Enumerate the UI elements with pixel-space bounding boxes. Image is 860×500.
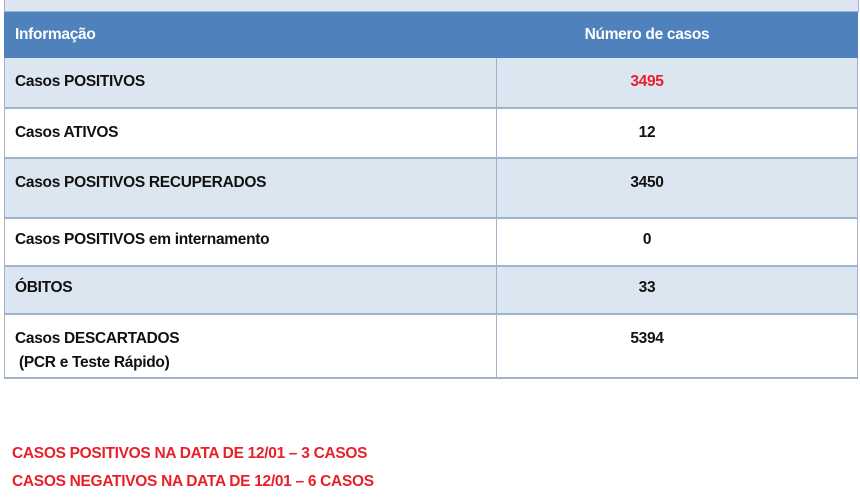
row-label: Casos ATIVOS xyxy=(4,108,497,159)
row-label: Casos POSITIVOS xyxy=(4,58,497,109)
row-value: 0 xyxy=(496,218,858,267)
table-row: Casos POSITIVOS 3495 xyxy=(4,58,858,109)
row-label-cell: Casos DESCARTADOS (PCR e Teste Rápido) xyxy=(4,314,497,379)
daily-notes: CASOS POSITIVOS NA DATA DE 12/01 – 3 CAS… xyxy=(12,440,374,496)
row-value: 33 xyxy=(496,266,858,315)
note-negative-cases: CASOS NEGATIVOS NA DATA DE 12/01 – 6 CAS… xyxy=(12,473,374,490)
header-informacao: Informação xyxy=(4,12,497,58)
table-row: Casos DESCARTADOS (PCR e Teste Rápido) 5… xyxy=(4,314,858,379)
table-row: Casos ATIVOS 12 xyxy=(4,108,858,159)
table-row: ÓBITOS 33 xyxy=(4,266,858,315)
row-label: ÓBITOS xyxy=(4,266,497,315)
table-header-row: Informação Número de casos xyxy=(4,12,858,58)
covid-cases-table: Informação Número de casos Casos POSITIV… xyxy=(4,12,858,379)
row-value: 3450 xyxy=(496,158,858,219)
row-label: Casos DESCARTADOS xyxy=(15,330,180,347)
note-positive-cases: CASOS POSITIVOS NA DATA DE 12/01 – 3 CAS… xyxy=(12,445,368,462)
table-row: Casos POSITIVOS RECUPERADOS 3450 xyxy=(4,158,858,219)
row-value: 3495 xyxy=(496,58,858,109)
table-top-strip xyxy=(4,0,859,12)
header-numero-de-casos: Número de casos xyxy=(496,12,858,58)
row-label: Casos POSITIVOS em internamento xyxy=(4,218,497,267)
row-label: Casos POSITIVOS RECUPERADOS xyxy=(4,158,497,219)
row-value: 12 xyxy=(496,108,858,159)
row-value: 5394 xyxy=(496,314,858,379)
table-row: Casos POSITIVOS em internamento 0 xyxy=(4,218,858,267)
row-sublabel: (PCR e Teste Rápido) xyxy=(15,354,170,371)
